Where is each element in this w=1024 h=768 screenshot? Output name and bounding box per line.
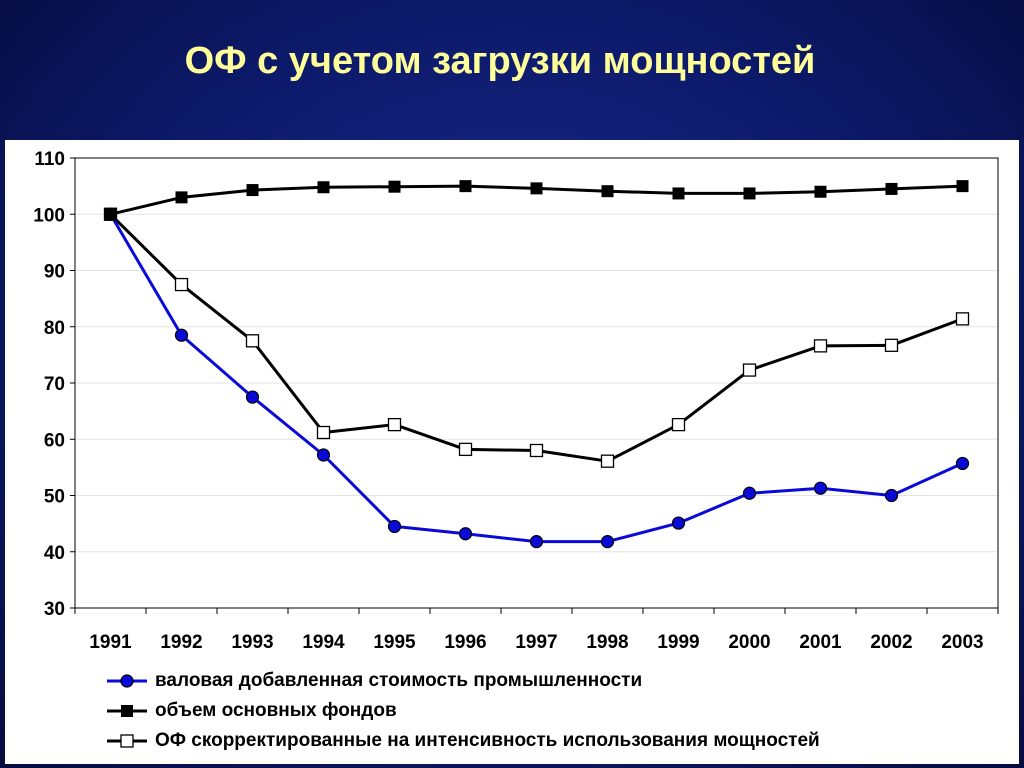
x-tick-label: 1995	[373, 632, 416, 653]
x-tick-label: 2002	[870, 632, 912, 653]
data-point-square	[317, 181, 330, 194]
x-tick-label: 2003	[941, 632, 983, 653]
data-point-square	[743, 187, 756, 200]
data-point-square	[530, 182, 543, 195]
data-point-square	[388, 180, 401, 193]
y-tick-label: 30	[44, 599, 65, 620]
data-point-square	[885, 182, 898, 195]
data-point-circle	[884, 488, 899, 503]
x-tick-label: 1996	[444, 632, 486, 653]
data-point-circle	[245, 390, 260, 404]
data-point-square	[814, 185, 827, 198]
data-point-open-square	[813, 339, 828, 353]
chart-panel: 30 40 50 60 70 80 90 100 110 1991 1992 1993 1994 1995…	[5, 140, 1019, 764]
data-point-open-square	[529, 443, 544, 458]
legend-label-fixed-assets: объем основных фондов	[155, 700, 397, 721]
data-point-circle	[600, 535, 615, 549]
legend-item-fixed-assets: объем основных фондов	[105, 696, 1005, 726]
y-tick-label: 80	[44, 318, 65, 339]
legend-marker-filled-circle	[107, 674, 147, 688]
data-point-square	[246, 184, 259, 197]
series-line	[109, 213, 964, 463]
data-point-open-square	[245, 334, 260, 348]
data-point-open-square	[671, 417, 686, 432]
data-point-circle	[813, 481, 828, 495]
chart-legend: валовая добавленная стоимость промышленн…	[105, 666, 1005, 756]
data-point-square	[956, 180, 969, 193]
x-tick-label: 1994	[302, 632, 345, 653]
data-point-square	[104, 208, 117, 221]
legend-label-gva: валовая добавленная стоимость промышленн…	[155, 670, 643, 691]
data-point-open-square	[742, 363, 757, 377]
data-point-open-square	[387, 417, 402, 432]
x-tick-label: 2001	[799, 632, 842, 653]
y-tick-label: 110	[34, 149, 65, 170]
data-point-open-square	[884, 338, 899, 352]
data-point-open-square	[458, 442, 473, 457]
series-line	[109, 213, 964, 544]
data-point-square	[175, 191, 188, 204]
x-tick-label: 1999	[657, 632, 699, 653]
data-point-square	[601, 185, 614, 198]
data-point-circle	[955, 456, 970, 471]
data-point-circle	[742, 486, 757, 500]
data-point-circle	[387, 519, 402, 534]
legend-item-gva: валовая добавленная стоимость промышленн…	[105, 666, 1005, 696]
data-point-square	[459, 180, 472, 193]
y-tick-label: 40	[44, 543, 65, 564]
x-tick-label: 1997	[515, 632, 557, 653]
y-tick-label: 70	[44, 374, 65, 395]
data-point-circle	[316, 448, 331, 462]
data-point-open-square	[174, 277, 189, 292]
slide-title: ОФ с учетом загрузки мощностей	[184, 40, 816, 82]
y-tick-label: 100	[33, 205, 65, 226]
data-point-circle	[671, 516, 686, 530]
x-tick-label: 1991	[89, 632, 132, 653]
x-tick-label: 1992	[160, 632, 202, 653]
line-chart: 30 40 50 60 70 80 90 100 110 1991 1992 1993 1994 1995…	[33, 149, 999, 653]
x-tick-label: 1993	[231, 632, 273, 653]
legend-marker-filled-square	[107, 705, 147, 717]
legend-marker-open-square	[107, 734, 147, 748]
data-point-circle	[458, 527, 473, 541]
data-point-open-square	[600, 454, 615, 468]
x-tick-label: 1998	[586, 632, 628, 653]
x-tick-label: 2000	[728, 632, 770, 653]
y-tick-label: 90	[44, 262, 65, 283]
data-point-open-square	[955, 312, 970, 326]
data-point-circle	[174, 328, 189, 342]
y-tick-label: 50	[44, 487, 65, 508]
data-point-circle	[529, 535, 544, 549]
data-point-open-square	[316, 425, 331, 440]
legend-label-adjusted-assets: ОФ скорректированные на интенсивность ис…	[155, 730, 820, 751]
data-point-square	[672, 187, 685, 200]
legend-item-adjusted-assets: ОФ скорректированные на интенсивность ис…	[105, 726, 1005, 756]
y-tick-label: 60	[44, 430, 65, 451]
